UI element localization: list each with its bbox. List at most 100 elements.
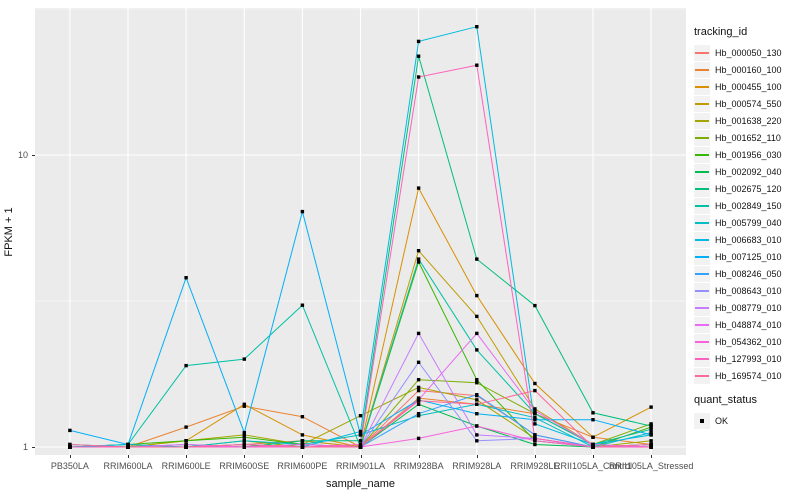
legend-item-label: Hb_001638_220 (715, 115, 782, 126)
data-point (533, 303, 537, 308)
legend-item-Hb_005799_040: Hb_005799_040 (694, 214, 798, 231)
data-point (184, 439, 188, 443)
data-point (533, 442, 537, 447)
data-point (242, 402, 246, 406)
data-point (475, 314, 479, 319)
legend-item-Hb_008643_010: Hb_008643_010 (694, 282, 798, 299)
data-point (300, 433, 305, 437)
swatch-line (695, 340, 709, 343)
legend: tracking_id Hb_000050_130 Hb_000160_100 Hb… (694, 26, 798, 429)
data-point (416, 260, 421, 264)
data-point (416, 396, 421, 400)
data-point (475, 378, 479, 382)
data-point (300, 415, 305, 419)
data-point (649, 430, 653, 435)
data-point (591, 445, 595, 449)
legend-item-label: Hb_000050_130 (715, 47, 782, 58)
legend-item-Hb_000574_550: Hb_000574_550 (694, 95, 798, 112)
legend-item-Hb_000050_130: Hb_000050_130 (694, 44, 798, 61)
line-swatch-icon (694, 146, 710, 163)
x-tick-mark (244, 455, 246, 458)
legend-item-label: Hb_000160_100 (715, 64, 782, 75)
data-point (184, 363, 188, 368)
line-swatch-icon (694, 265, 710, 282)
swatch-line (695, 306, 709, 309)
data-point (300, 209, 305, 214)
legend-item-label: Hb_000455_100 (715, 81, 782, 92)
legend-item-Hb_001638_220: Hb_001638_220 (694, 112, 798, 129)
x-tick-label: RRIM600LA (103, 461, 153, 471)
legend-item-Hb_001652_110: Hb_001652_110 (694, 129, 798, 146)
swatch-line (695, 170, 709, 173)
data-point (475, 412, 479, 416)
data-point (416, 249, 421, 253)
legend-item-label: Hb_001652_110 (715, 132, 781, 143)
legend-title-tracking-id: tracking_id (694, 26, 748, 38)
swatch-line (695, 289, 709, 292)
legend-item-label: OK (715, 415, 729, 426)
line-swatch-icon (694, 214, 710, 231)
black-square-point-icon (700, 418, 704, 423)
x-tick-label: RRIM901LA (335, 461, 386, 471)
data-point (184, 445, 188, 449)
data-point (591, 442, 595, 447)
data-point (649, 427, 653, 431)
x-tick-label: RRIM928LE (510, 461, 560, 471)
data-point (416, 388, 421, 393)
swatch-line (695, 85, 709, 88)
swatch-line (695, 323, 709, 326)
legend-item-label: Hb_054362_010 (715, 336, 782, 347)
legend-title-quant-status: quant_status (694, 394, 757, 406)
legend-item-Hb_000160_100: Hb_000160_100 (694, 61, 798, 78)
legend-item-Hb_054362_010: Hb_054362_010 (694, 333, 798, 350)
line-swatch-icon (694, 367, 710, 384)
data-point (475, 393, 479, 397)
data-point (533, 416, 537, 420)
x-tick-mark (186, 455, 188, 458)
legend-item-Hb_008779_010: Hb_008779_010 (694, 299, 798, 316)
data-point (475, 63, 479, 67)
plot-panel (35, 8, 686, 455)
swatch-line (695, 374, 709, 377)
data-point (184, 276, 188, 280)
data-point (649, 405, 653, 409)
legend-item-label: Hb_008643_010 (715, 285, 782, 296)
x-tick-mark (360, 455, 362, 458)
data-point (475, 381, 479, 385)
legend-item-label: Hb_000574_550 (715, 98, 782, 109)
data-point (242, 442, 246, 447)
data-point (416, 414, 421, 418)
legend-item-Hb_002849_150: Hb_002849_150 (694, 197, 798, 214)
legend-item-Hb_048874_010: Hb_048874_010 (694, 316, 798, 333)
legend-item-label: Hb_002092_040 (715, 166, 782, 177)
data-point (475, 398, 479, 402)
data-point (68, 442, 72, 447)
data-point (68, 428, 72, 433)
data-point (475, 257, 479, 261)
data-point (475, 25, 479, 29)
swatch-line (695, 119, 709, 122)
data-point (591, 435, 595, 439)
data-point (416, 385, 421, 390)
legend-item-Hb_127993_010: Hb_127993_010 (694, 350, 798, 367)
line-swatch-icon (694, 333, 710, 350)
data-point (649, 439, 653, 443)
data-point (358, 414, 363, 418)
data-point (416, 331, 421, 336)
data-point (475, 348, 479, 352)
line-chart (35, 8, 686, 455)
data-point (300, 442, 305, 447)
line-swatch-icon (694, 316, 710, 333)
data-point (358, 442, 363, 447)
swatch-line (695, 187, 709, 190)
x-tick-label: RRIM600LE (161, 461, 211, 471)
data-point (68, 445, 72, 449)
data-point (126, 442, 130, 447)
line-swatch-icon (694, 350, 710, 367)
data-point (649, 433, 653, 437)
data-point (416, 378, 421, 382)
data-point (242, 435, 246, 439)
x-tick-mark (476, 455, 478, 458)
line-swatch-icon (694, 163, 710, 180)
